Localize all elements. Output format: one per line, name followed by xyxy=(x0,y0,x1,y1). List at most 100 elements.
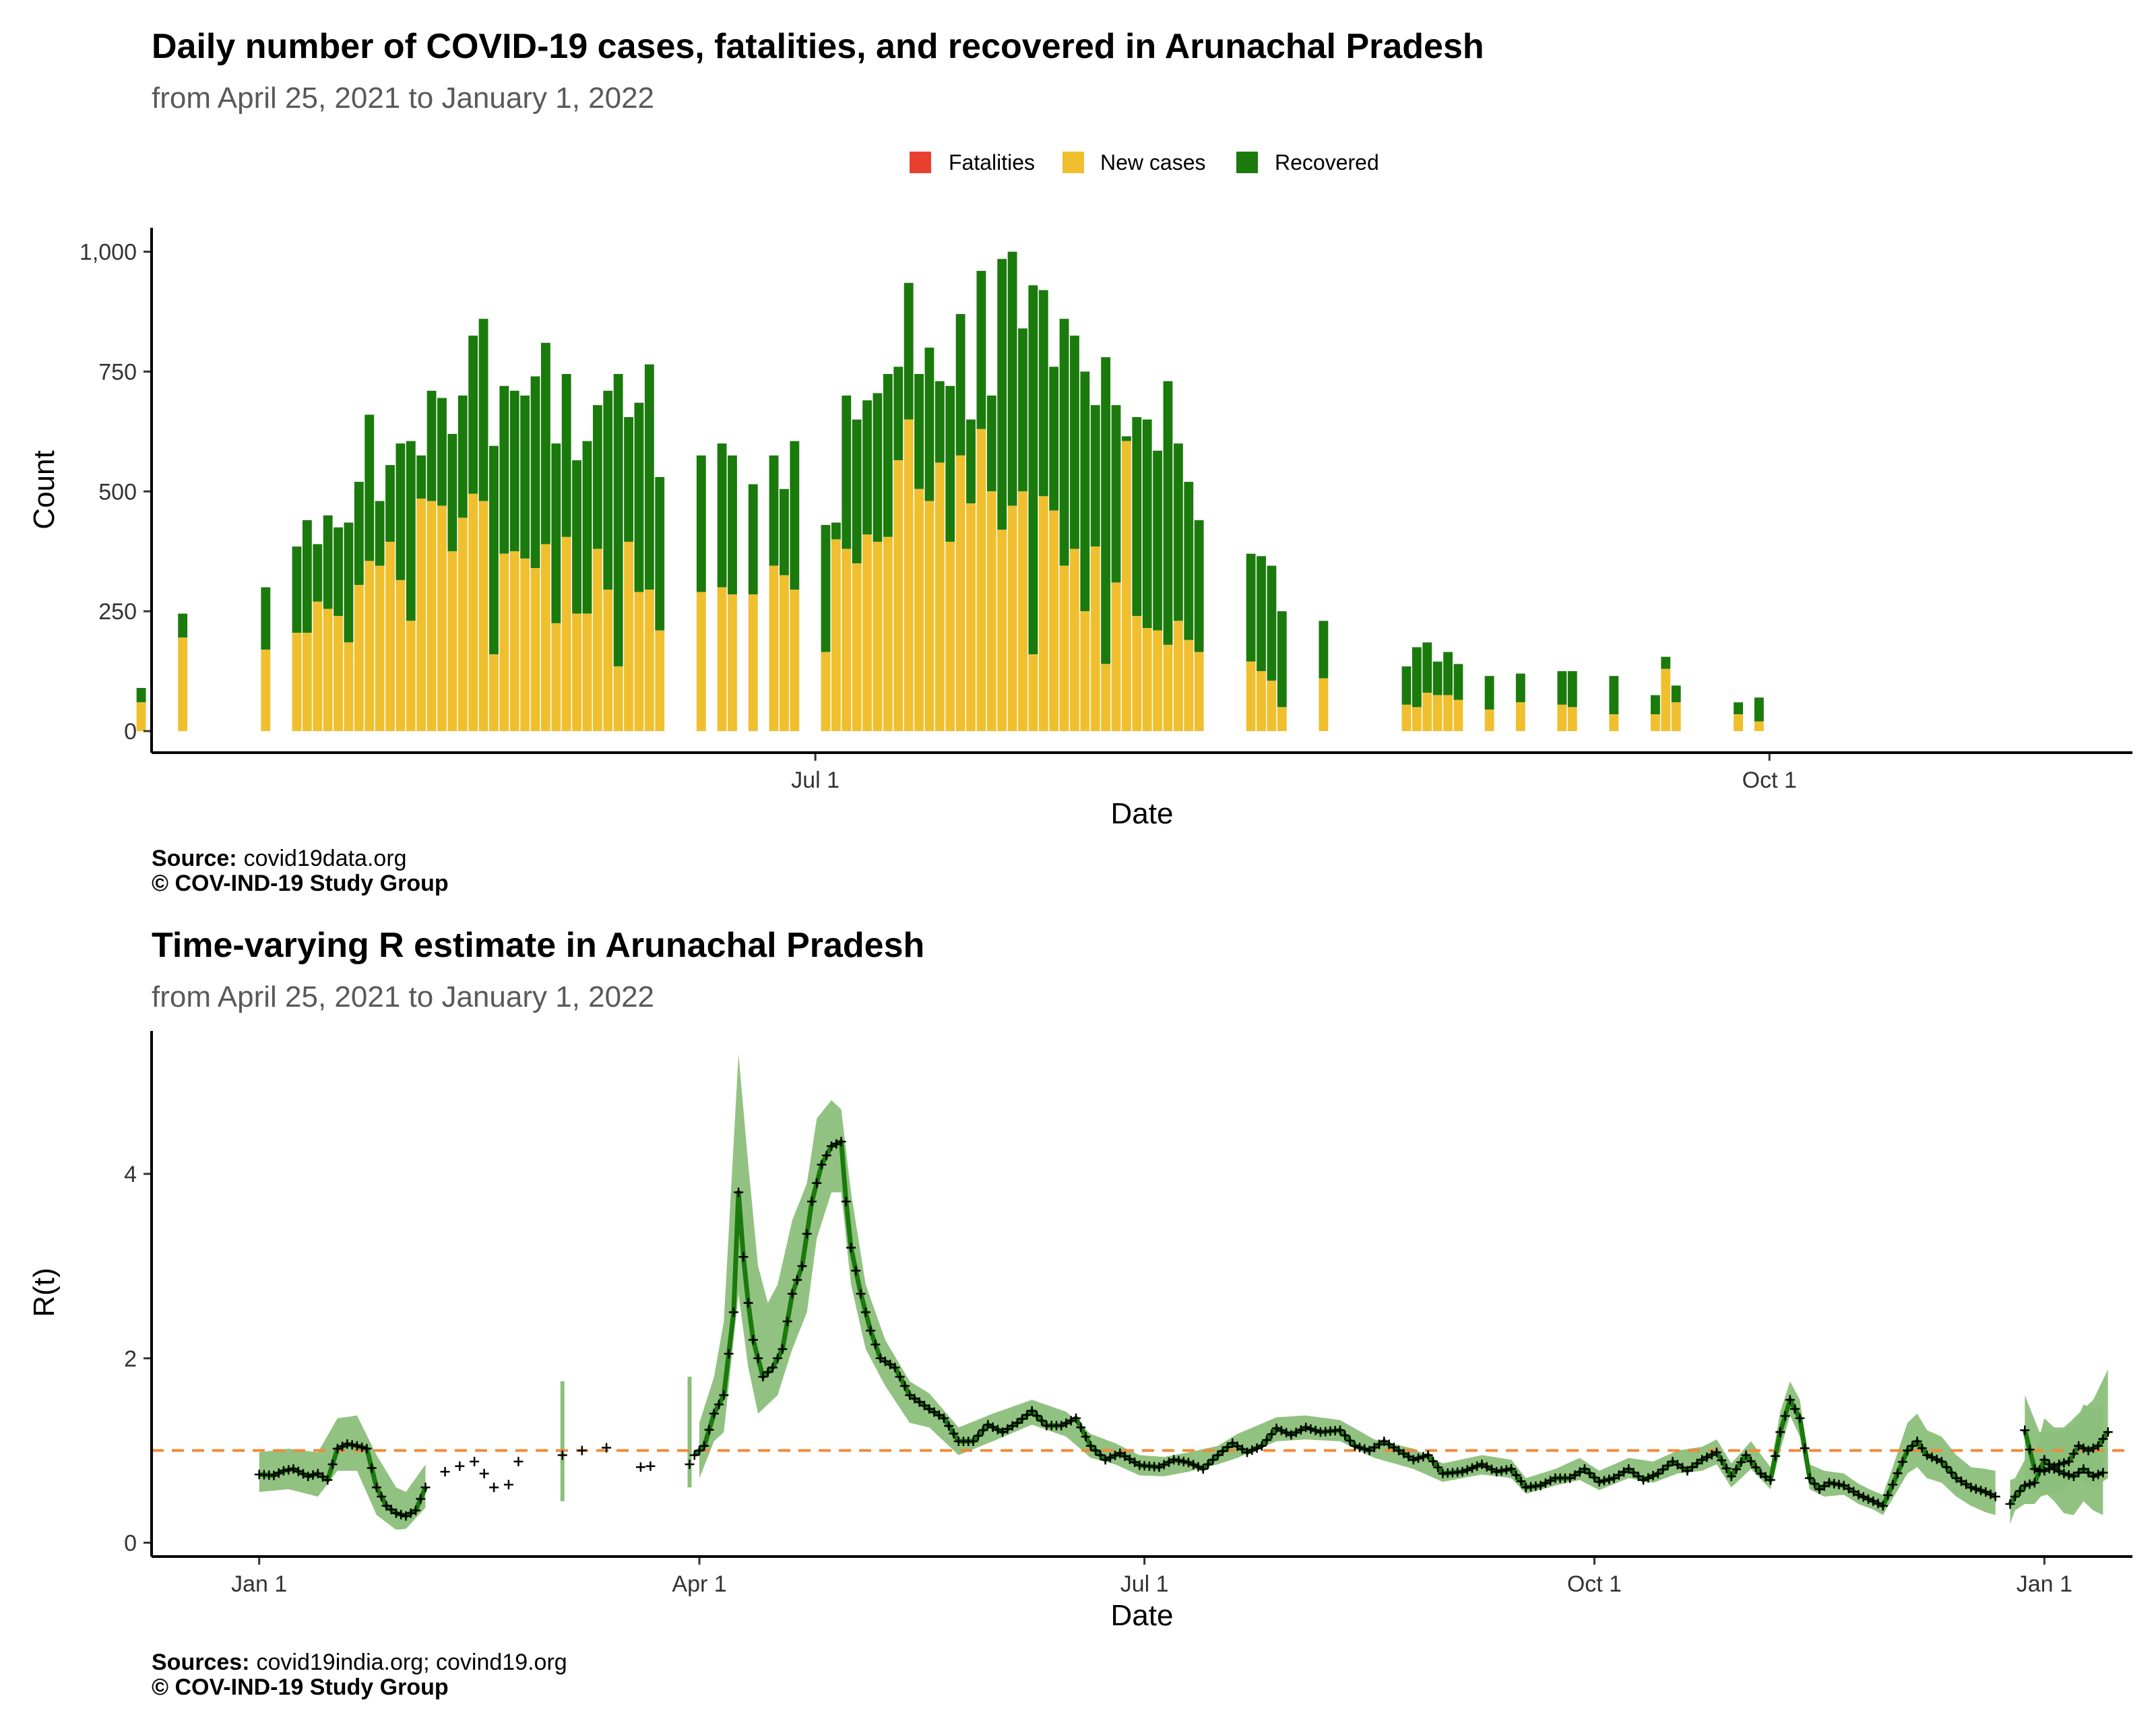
recovered-bar-42 xyxy=(748,484,758,595)
r-point-58 xyxy=(802,1229,812,1239)
legend-label-recovered: Recovered xyxy=(1275,150,1379,175)
r-point-149 xyxy=(1247,1445,1257,1455)
r-point-326 xyxy=(2039,1466,2050,1476)
r-point-29 xyxy=(396,1509,406,1519)
recovered-bar-0 xyxy=(136,687,146,703)
new-cases-bar-21 xyxy=(478,501,488,731)
r-point-349 xyxy=(602,1443,612,1453)
new-cases-bar-25 xyxy=(520,558,530,731)
r-point-265 xyxy=(1814,1484,1825,1495)
recovered-bar-14 xyxy=(406,441,416,621)
chart1-legend: Fatalities New cases Recovered xyxy=(910,150,1379,175)
recovered-bar-71 xyxy=(1080,371,1090,612)
new-cases-bar-94 xyxy=(1484,709,1494,731)
r-point-16 xyxy=(332,1443,342,1453)
recovered-bar-58 xyxy=(945,385,955,542)
new-cases-bar-100 xyxy=(1661,668,1671,731)
new-cases-bar-26 xyxy=(530,568,540,731)
r-point-203 xyxy=(1511,1470,1521,1480)
new-cases-bar-83 xyxy=(1246,661,1256,731)
r-point-177 xyxy=(1384,1439,1394,1449)
r-point-121 xyxy=(1110,1450,1120,1460)
recovered-bar-91 xyxy=(1432,661,1442,695)
r-point-199 xyxy=(1492,1467,1502,1477)
r-point-215 xyxy=(1570,1470,1580,1480)
r-point-223 xyxy=(1609,1473,1619,1483)
new-cases-bar-31 xyxy=(582,613,592,731)
recovered-bar-50 xyxy=(862,400,873,535)
r-point-19 xyxy=(347,1440,357,1450)
new-cases-bar-43 xyxy=(769,565,779,731)
new-cases-bar-58 xyxy=(945,541,955,731)
r-point-118 xyxy=(1096,1450,1106,1460)
r-point-298 xyxy=(1975,1485,1986,1495)
r-point-12 xyxy=(313,1468,323,1478)
r-point-201 xyxy=(1501,1465,1511,1475)
r-point-84 xyxy=(929,1407,939,1417)
r-point-226 xyxy=(1624,1464,1634,1474)
new-cases-bar-56 xyxy=(924,501,934,731)
r-point-224 xyxy=(1614,1470,1624,1480)
r-point-303 xyxy=(2010,1492,2020,1502)
r-point-306 xyxy=(2025,1479,2035,1489)
r-point-161 xyxy=(1306,1424,1316,1434)
daily-counts-chart: Daily number of COVID-19 cases, fataliti… xyxy=(28,27,2132,896)
new-cases-bar-92 xyxy=(1443,695,1453,731)
r-point-336 xyxy=(2088,1443,2098,1453)
recovered-bar-87 xyxy=(1319,621,1329,679)
r-point-284 xyxy=(1907,1441,1917,1451)
recovered-bar-62 xyxy=(986,396,996,492)
new-cases-bar-96 xyxy=(1557,704,1567,731)
recovered-bar-46 xyxy=(821,525,831,652)
r-point-95 xyxy=(983,1420,993,1430)
r-point-230 xyxy=(1643,1473,1653,1483)
r-point-181 xyxy=(1403,1451,1414,1462)
r-point-216 xyxy=(1575,1467,1585,1477)
r-point-272 xyxy=(1849,1486,1859,1497)
chart1-bars xyxy=(136,251,1764,731)
r-point-69 xyxy=(856,1289,866,1298)
r-point-154 xyxy=(1271,1423,1281,1433)
r-point-290 xyxy=(1936,1457,1946,1467)
r-point-70 xyxy=(860,1307,870,1317)
r-point-269 xyxy=(1834,1480,1844,1490)
new-cases-bar-54 xyxy=(903,419,914,731)
chart1-source: Source: covid19data.org xyxy=(152,846,407,871)
r-point-32 xyxy=(411,1505,420,1515)
r-point-320 xyxy=(2093,1470,2103,1480)
r-point-116 xyxy=(1085,1441,1096,1451)
new-cases-bar-41 xyxy=(728,594,737,731)
recovered-bar-4 xyxy=(302,520,312,633)
new-cases-bar-98 xyxy=(1609,714,1619,731)
new-cases-bar-57 xyxy=(934,462,945,731)
legend-key-new-cases xyxy=(1063,152,1084,173)
r-point-172 xyxy=(1360,1444,1370,1454)
r-point-285 xyxy=(1912,1436,1922,1446)
new-cases-bar-3 xyxy=(292,633,302,731)
r-point-137 xyxy=(1188,1460,1199,1470)
chart2-r-points xyxy=(254,1137,2113,1521)
r-point-141 xyxy=(1208,1455,1218,1465)
r-point-111 xyxy=(1061,1418,1071,1429)
r-point-176 xyxy=(1379,1436,1389,1446)
r-point-330 xyxy=(2059,1458,2069,1468)
r-point-259 xyxy=(1785,1395,1795,1405)
new-cases-bar-97 xyxy=(1567,707,1577,731)
recovered-bar-101 xyxy=(1671,685,1681,703)
new-cases-bar-9 xyxy=(354,585,364,731)
r-point-209 xyxy=(1540,1478,1550,1488)
r-y-tick-label-0: 0 xyxy=(124,1530,137,1556)
new-cases-bar-5 xyxy=(313,601,323,731)
r-point-124 xyxy=(1124,1454,1135,1464)
new-cases-bar-47 xyxy=(831,539,841,731)
r-point-221 xyxy=(1599,1476,1609,1486)
r-point-289 xyxy=(1932,1454,1942,1464)
r-point-297 xyxy=(1971,1484,1981,1494)
recovered-bar-68 xyxy=(1049,367,1059,511)
r-point-106 xyxy=(1037,1416,1047,1426)
r-point-105 xyxy=(1032,1411,1042,1421)
r-point-250 xyxy=(1741,1450,1751,1460)
recovered-bar-102 xyxy=(1734,702,1743,715)
r-point-313 xyxy=(2059,1468,2069,1478)
recovered-bar-63 xyxy=(997,259,1007,530)
